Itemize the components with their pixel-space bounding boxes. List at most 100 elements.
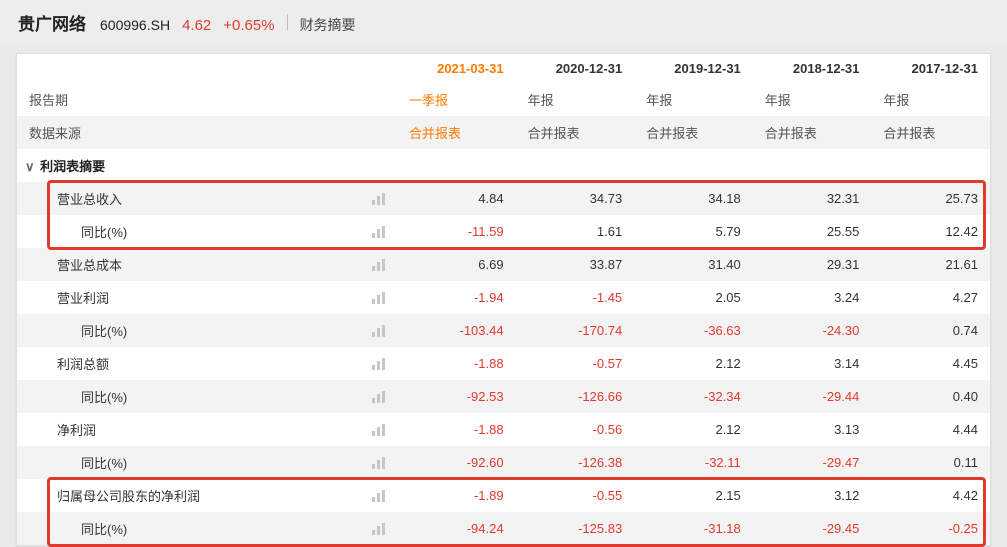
source-value: 合并报表 [516, 116, 635, 149]
data-cell: 34.18 [634, 182, 753, 215]
row-label: 同比(%) [81, 453, 127, 472]
bar-chart-icon[interactable] [372, 358, 385, 370]
row-label: 营业总收入 [57, 189, 122, 208]
data-cell: 3.14 [753, 347, 872, 380]
row-label-cell: 营业总收入 [17, 182, 397, 215]
row-label-cell: 利润总额 [17, 347, 397, 380]
period-value: 一季报 [397, 83, 516, 116]
data-cell: -11.59 [397, 215, 516, 248]
row-label-cell: 净利润 [17, 413, 397, 446]
data-cell: -0.25 [871, 512, 990, 545]
data-cell: -126.38 [516, 446, 635, 479]
row-label-cell: 同比(%) [17, 314, 397, 347]
data-cell: -32.34 [634, 380, 753, 413]
bar-chart-icon[interactable] [372, 457, 385, 469]
bar-chart-icon[interactable] [372, 325, 385, 337]
data-cell: 21.61 [871, 248, 990, 281]
period-value: 年报 [871, 83, 990, 116]
data-cell: -125.83 [516, 512, 635, 545]
data-cell: -1.88 [397, 347, 516, 380]
data-cell: -1.94 [397, 281, 516, 314]
stock-header: 贵广网络 600996.SH 4.62 +0.65% 财务摘要 [0, 0, 1007, 45]
data-cell: 5.79 [634, 215, 753, 248]
date-header[interactable]: 2019-12-31 [634, 54, 753, 83]
data-cell: 2.05 [634, 281, 753, 314]
data-cell: 33.87 [516, 248, 635, 281]
period-value: 年报 [516, 83, 635, 116]
data-cell: 0.11 [871, 446, 990, 479]
date-header[interactable]: 2018-12-31 [753, 54, 872, 83]
row-label: 同比(%) [81, 321, 127, 340]
data-cell: -29.45 [753, 512, 872, 545]
data-cell: -126.66 [516, 380, 635, 413]
row-label-cell: 同比(%) [17, 380, 397, 413]
row-label: 归属母公司股东的净利润 [57, 486, 200, 505]
data-cell: -92.53 [397, 380, 516, 413]
row-label: 净利润 [57, 420, 96, 439]
period-value: 年报 [634, 83, 753, 116]
bar-chart-icon[interactable] [372, 391, 385, 403]
data-cell: 2.12 [634, 347, 753, 380]
bar-chart-icon[interactable] [372, 226, 385, 238]
bar-chart-icon[interactable] [372, 523, 385, 535]
data-cell: -29.47 [753, 446, 872, 479]
source-label: 数据来源 [17, 116, 397, 149]
data-cell: 4.44 [871, 413, 990, 446]
data-cell: -36.63 [634, 314, 753, 347]
source-value: 合并报表 [634, 116, 753, 149]
bar-chart-icon[interactable] [372, 424, 385, 436]
row-label-cell: 同比(%) [17, 446, 397, 479]
header-divider [287, 14, 288, 30]
data-cell: -1.89 [397, 479, 516, 512]
bar-chart-icon[interactable] [372, 193, 385, 205]
bar-chart-icon[interactable] [372, 259, 385, 271]
row-label-cell: 营业利润 [17, 281, 397, 314]
data-cell: 25.73 [871, 182, 990, 215]
data-cell: 2.15 [634, 479, 753, 512]
bar-chart-icon[interactable] [372, 292, 385, 304]
data-cell: -94.24 [397, 512, 516, 545]
data-cell: -29.44 [753, 380, 872, 413]
date-header[interactable]: 2021-03-31 [397, 54, 516, 83]
row-label: 营业利润 [57, 288, 109, 307]
stock-code: 600996.SH [100, 17, 170, 33]
data-cell: -1.45 [516, 281, 635, 314]
source-value: 合并报表 [753, 116, 872, 149]
data-cell: 0.74 [871, 314, 990, 347]
row-label-cell: 营业总成本 [17, 248, 397, 281]
data-cell: 4.42 [871, 479, 990, 512]
row-label: 同比(%) [81, 519, 127, 538]
stock-change: +0.65% [223, 17, 274, 34]
data-cell: 25.55 [753, 215, 872, 248]
data-cell: -170.74 [516, 314, 635, 347]
data-cell: 6.69 [397, 248, 516, 281]
period-label: 报告期 [17, 83, 397, 116]
row-label-cell: 同比(%) [17, 512, 397, 545]
data-cell: 4.27 [871, 281, 990, 314]
date-header[interactable]: 2017-12-31 [871, 54, 990, 83]
data-cell: 29.31 [753, 248, 872, 281]
data-cell: -1.88 [397, 413, 516, 446]
data-cell: 4.84 [397, 182, 516, 215]
data-cell: 2.12 [634, 413, 753, 446]
data-cell: 3.24 [753, 281, 872, 314]
data-cell: -92.60 [397, 446, 516, 479]
date-header[interactable]: 2020-12-31 [516, 54, 635, 83]
data-cell: 0.40 [871, 380, 990, 413]
section-header[interactable]: ∨ 利润表摘要 [17, 149, 990, 182]
financial-table-wrap: 2021-03-312020-12-312019-12-312018-12-31… [17, 54, 990, 545]
data-cell: 32.31 [753, 182, 872, 215]
stock-price: 4.62 [182, 17, 211, 34]
section-title: 财务摘要 [300, 15, 356, 35]
row-label: 营业总成本 [57, 255, 122, 274]
data-cell: 1.61 [516, 215, 635, 248]
row-label: 利润总额 [57, 354, 109, 373]
chevron-down-icon: ∨ [25, 159, 35, 175]
data-cell: -32.11 [634, 446, 753, 479]
bar-chart-icon[interactable] [372, 490, 385, 502]
data-cell: 34.73 [516, 182, 635, 215]
data-cell: -0.56 [516, 413, 635, 446]
row-label-cell: 同比(%) [17, 215, 397, 248]
financial-table: 2021-03-312020-12-312019-12-312018-12-31… [17, 54, 990, 545]
data-cell: -31.18 [634, 512, 753, 545]
